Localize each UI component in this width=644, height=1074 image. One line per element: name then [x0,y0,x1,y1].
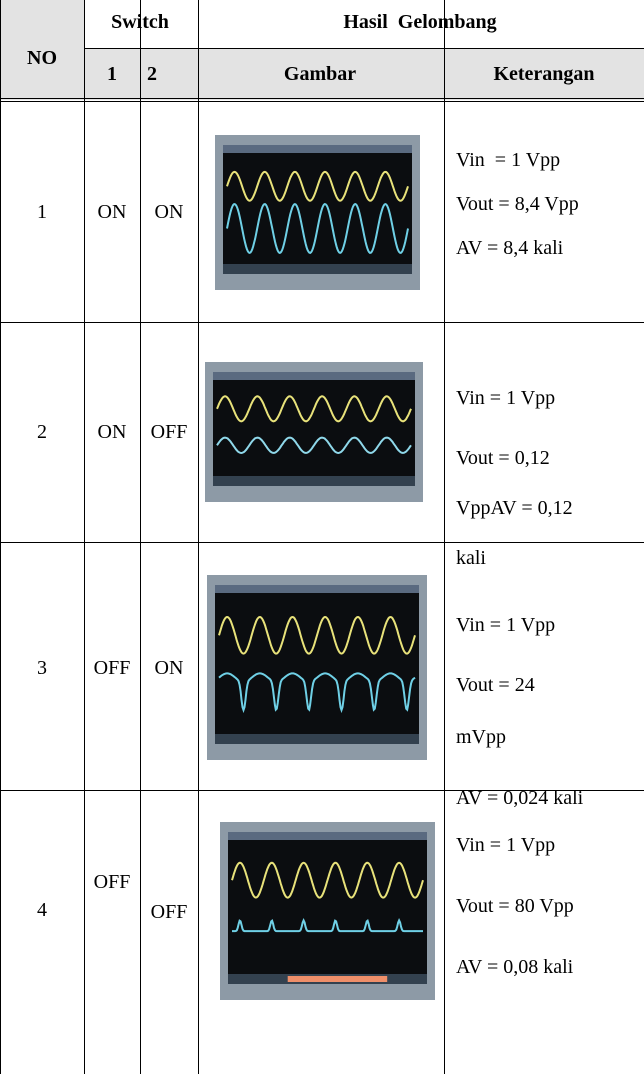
header-shade [0,48,644,100]
oscilloscope-photo [215,135,420,290]
table-rule [0,98,644,99]
cell-text: ON [97,421,127,443]
cell-text: OFF [93,657,131,679]
cell-text: ON [97,201,127,223]
oscilloscope-photo [205,362,423,502]
table-rule [0,101,644,102]
cell-text: Vin = 1 Vpp [456,834,556,856]
cell-text: AV = 0,08 kali [456,956,574,978]
cell-text: OFF [150,901,188,923]
table-rule [84,0,85,1074]
cell-text: AV = 8,4 kali [456,237,564,259]
header-text: Gambar [283,63,357,85]
table-rule [444,0,445,1074]
header-text: NO [27,47,57,69]
header-text: Keterangan [493,63,595,85]
cell-text: ON [154,657,184,679]
cell-text: AV = 0,024 kali [456,787,584,809]
table-rule [84,48,644,49]
header-text: 2 [147,63,157,85]
cell-text: OFF [93,871,131,893]
cell-text: Vout = 24 [456,674,535,696]
cell-text: 2 [37,421,47,443]
cell-text: 4 [37,899,47,921]
cell-text: kali [456,547,486,569]
cell-text: OFF [150,421,188,443]
cell-text: mVpp [456,726,506,748]
oscilloscope-photo [220,822,435,1000]
header-shade [0,0,84,100]
cell-text: 3 [37,657,47,679]
cell-text: Vout = 8,4 Vpp [456,193,579,215]
cell-text: Vin = 1 Vpp [456,614,556,636]
cell-text: VppAV = 0,12 [456,497,573,519]
table-rule [0,790,644,791]
table-rule [0,0,1,1074]
cell-text: 1 [37,201,47,223]
cell-text: Vin = 1 Vpp [456,387,556,409]
header-text: 1 [107,63,117,85]
cell-text: ON [154,201,184,223]
cell-text: Vout = 80 Vpp [456,895,574,917]
header-text: Hasil Gelombang [343,11,497,33]
table-rule [0,542,644,543]
table-rule [0,322,644,323]
cell-text: Vout = 0,12 [456,447,550,469]
oscilloscope-photo [207,575,427,760]
cell-text: Vin = 1 Vpp [456,149,561,171]
table-rule [140,0,141,1074]
header-text: Switch [111,11,169,33]
table-rule [198,0,199,1074]
